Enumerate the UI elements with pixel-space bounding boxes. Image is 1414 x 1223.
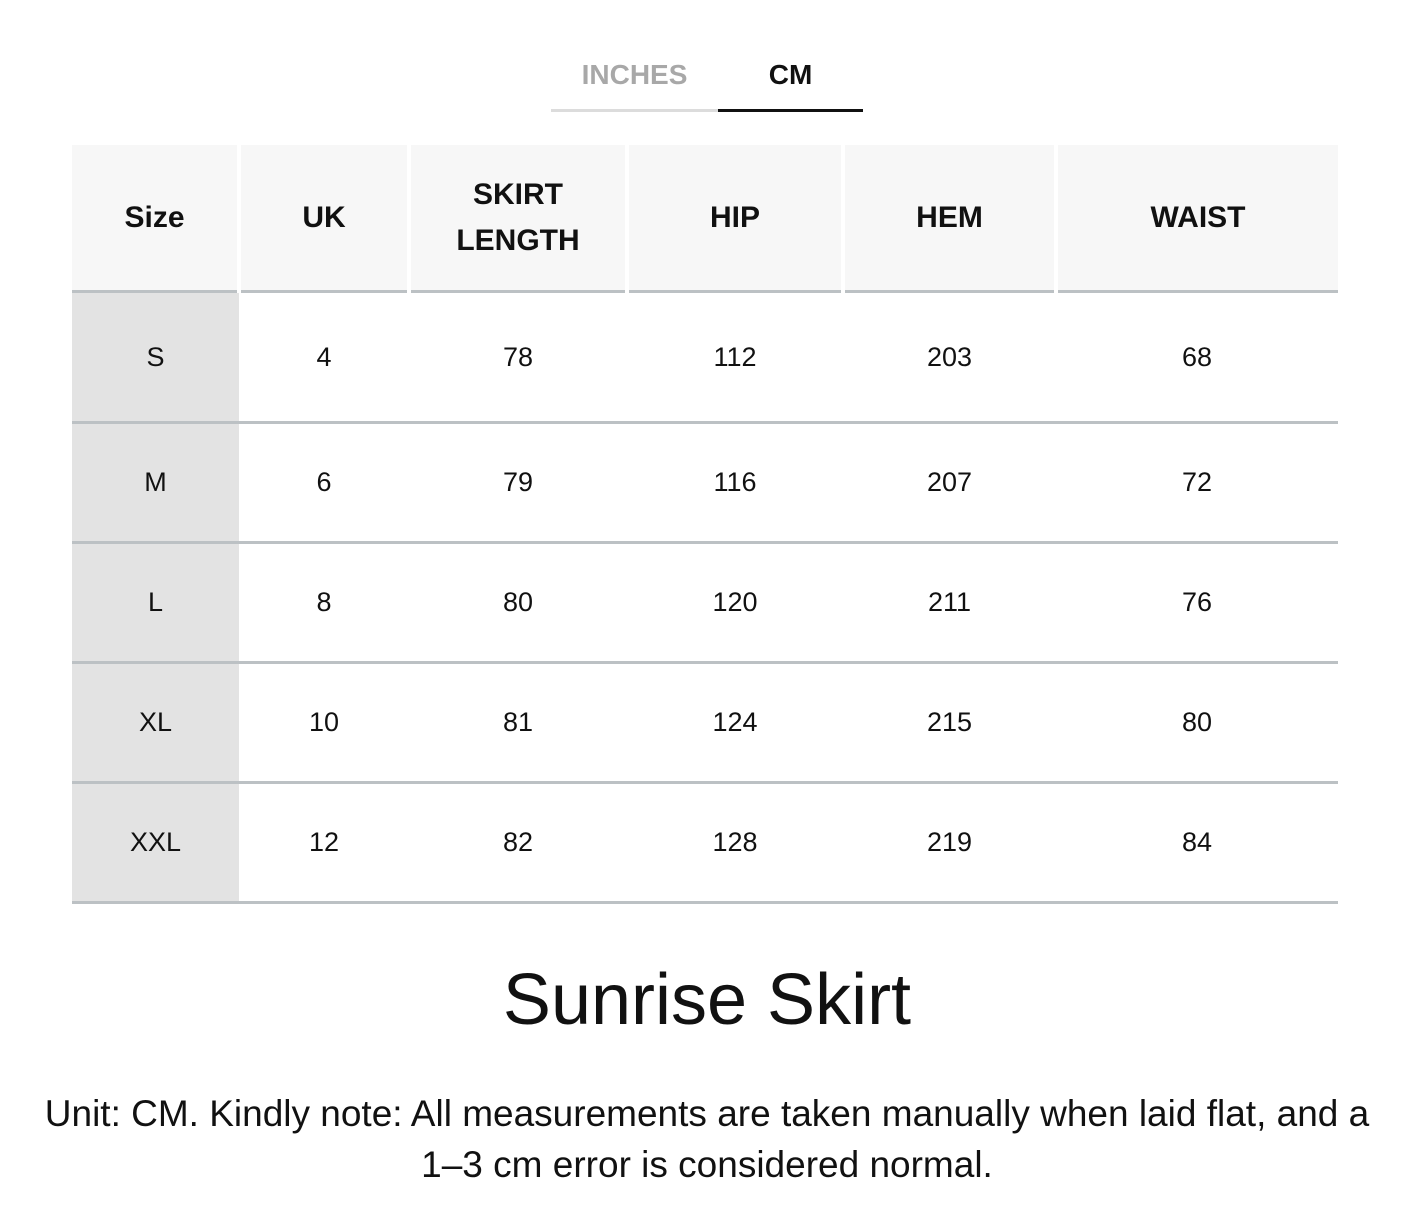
cell-uk: 10	[239, 662, 409, 784]
cell-waist: 84	[1056, 782, 1338, 904]
cell-uk: 6	[239, 422, 409, 544]
cell-waist: 72	[1056, 422, 1338, 544]
header-skirt-length: SKIRT LENGTH	[409, 145, 629, 293]
cell-size: L	[72, 542, 239, 664]
table-row: M 6 79 116 207 72	[72, 422, 1338, 544]
header-hip: HIP	[627, 145, 845, 293]
cell-hip: 120	[627, 542, 843, 664]
table-row: XXL 12 82 128 219 84	[72, 782, 1338, 904]
header-waist: WAIST	[1056, 145, 1338, 293]
cell-size: M	[72, 422, 239, 544]
cell-hem: 203	[843, 291, 1056, 424]
product-title: Sunrise Skirt	[502, 960, 912, 1040]
cell-waist: 76	[1056, 542, 1338, 664]
cell-uk: 4	[239, 291, 409, 424]
cell-uk: 8	[239, 542, 409, 664]
measurement-note: Unit: CM. Kindly note: All measurements …	[44, 1093, 1370, 1185]
cell-hem: 211	[843, 542, 1056, 664]
header-hem: HEM	[843, 145, 1058, 293]
size-chart-table: Size UK SKIRT LENGTH HIP HEM WAIST S 4 78 1…	[72, 145, 1338, 904]
cell-skirt-length: 79	[409, 422, 627, 544]
table-row: L 8 80 120 211 76	[72, 542, 1338, 664]
header-size: Size	[72, 145, 241, 293]
cell-skirt-length: 78	[409, 291, 627, 424]
tab-inches[interactable]: INCHES	[551, 50, 718, 112]
unit-tabs: INCHES CM	[551, 50, 863, 112]
cell-size: S	[72, 291, 239, 424]
cell-waist: 68	[1056, 291, 1338, 424]
table-row: XL 10 81 124 215 80	[72, 662, 1338, 784]
header-row: Size UK SKIRT LENGTH HIP HEM WAIST	[72, 145, 1338, 293]
cell-hem: 215	[843, 662, 1056, 784]
cell-size: XXL	[72, 782, 239, 904]
header-uk: UK	[239, 145, 411, 293]
cell-uk: 12	[239, 782, 409, 904]
cell-waist: 80	[1056, 662, 1338, 784]
cell-hip: 116	[627, 422, 843, 544]
tab-cm[interactable]: CM	[718, 50, 863, 112]
header-skirt-length-text: SKIRT LENGTH	[456, 177, 580, 257]
cell-hip: 112	[627, 291, 843, 424]
table-row: S 4 78 112 203 68	[72, 291, 1338, 424]
cell-hip: 128	[627, 782, 843, 904]
cell-skirt-length: 80	[409, 542, 627, 664]
cell-skirt-length: 81	[409, 662, 627, 784]
cell-hip: 124	[627, 662, 843, 784]
cell-size: XL	[72, 662, 239, 784]
cell-hem: 207	[843, 422, 1056, 544]
cell-skirt-length: 82	[409, 782, 627, 904]
cell-hem: 219	[843, 782, 1056, 904]
